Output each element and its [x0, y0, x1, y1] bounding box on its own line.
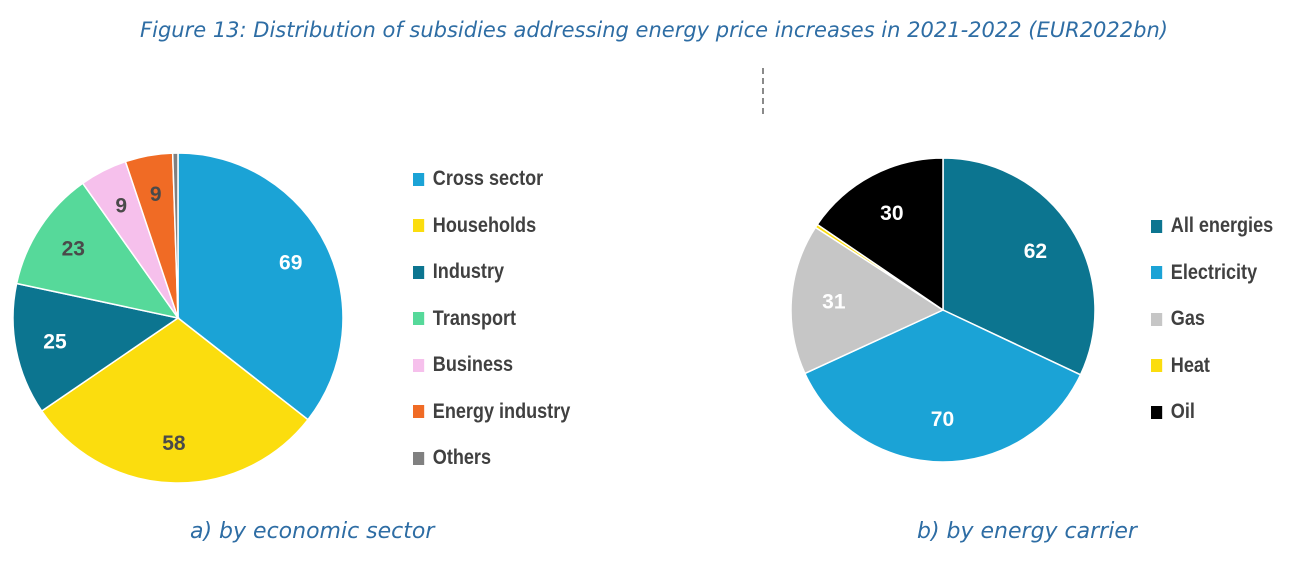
- pie-slice-oil: [816, 157, 944, 312]
- legend-item-cross-sector: Cross sector: [413, 156, 570, 203]
- data-label-households: 58: [162, 432, 186, 455]
- pie-slice-cross-sector: [177, 152, 344, 421]
- figure-title: Figure 13: Distribution of subsidies add…: [140, 18, 1168, 42]
- legend-item-energy-industry: Energy industry: [413, 389, 570, 436]
- legend-swatch-energy-industry: [413, 405, 425, 419]
- data-label-business: 9: [115, 195, 127, 218]
- legend-label-gas: Gas: [1170, 307, 1205, 331]
- caption-economic-sector: a) by economic sector: [190, 519, 435, 544]
- legend-item-heat: Heat: [1151, 343, 1273, 390]
- legend-swatch-business: [413, 358, 425, 372]
- legend-swatch-industry: [413, 265, 425, 279]
- legend-energy-carrier: All energies Electricity Gas Heat Oil: [1151, 203, 1293, 436]
- legend-label-cross-sector: Cross sector: [432, 167, 544, 191]
- legend-item-households: Households: [413, 203, 570, 250]
- data-label-transport: 23: [62, 237, 85, 260]
- legend-swatch-electricity: [1151, 266, 1163, 280]
- pie-slice-electricity: [803, 309, 1082, 463]
- data-label-gas: 31: [822, 291, 846, 314]
- data-label-energy-industry: 9: [150, 183, 162, 206]
- legend-swatch-households: [413, 219, 425, 233]
- data-label-electricity: 70: [931, 408, 954, 431]
- pie-slice-others: [171, 152, 179, 319]
- legend-label-transport: Transport: [432, 306, 517, 330]
- dashed-divider: [762, 68, 764, 114]
- legend-label-all-energies: All energies: [1170, 214, 1274, 238]
- legend-economic-sector: Cross sector Households Industry Transport B…: [413, 156, 596, 482]
- legend-swatch-others: [413, 451, 425, 465]
- legend-item-oil: Oil: [1151, 389, 1273, 436]
- legend-item-gas: Gas: [1151, 296, 1273, 343]
- legend-label-energy-industry: Energy industry: [432, 399, 571, 423]
- data-label-industry: 25: [43, 331, 67, 354]
- legend-item-electricity: Electricity: [1151, 250, 1273, 297]
- legend-label-households: Households: [432, 213, 537, 237]
- pie-slice-gas: [790, 226, 945, 375]
- pie-slice-all-energies: [942, 157, 1096, 376]
- legend-label-oil: Oil: [1170, 400, 1195, 424]
- legend-label-heat: Heat: [1170, 353, 1210, 377]
- legend-label-electricity: Electricity: [1170, 260, 1258, 284]
- legend-swatch-cross-sector: [413, 172, 425, 186]
- legend-swatch-gas: [1151, 312, 1163, 326]
- legend-item-others: Others: [413, 435, 570, 482]
- data-label-cross-sector: 69: [279, 252, 302, 275]
- pie-slice-transport: [15, 182, 180, 320]
- legend-label-others: Others: [432, 446, 491, 470]
- legend-label-business: Business: [432, 353, 514, 377]
- legend-label-industry: Industry: [432, 260, 505, 284]
- legend-item-all-energies: All energies: [1151, 203, 1273, 250]
- pie-slice-households: [40, 317, 310, 484]
- data-label-all-energies: 62: [1024, 240, 1047, 263]
- legend-item-transport: Transport: [413, 296, 570, 343]
- legend-swatch-all-energies: [1151, 219, 1163, 233]
- caption-energy-carrier: b) by energy carrier: [917, 519, 1137, 544]
- legend-item-business: Business: [413, 342, 570, 389]
- legend-swatch-oil: [1151, 405, 1163, 419]
- legend-swatch-heat: [1151, 359, 1163, 373]
- pie-slice-industry: [12, 282, 180, 413]
- legend-item-industry: Industry: [413, 249, 570, 296]
- data-label-oil: 30: [880, 202, 903, 225]
- legend-swatch-transport: [413, 312, 425, 326]
